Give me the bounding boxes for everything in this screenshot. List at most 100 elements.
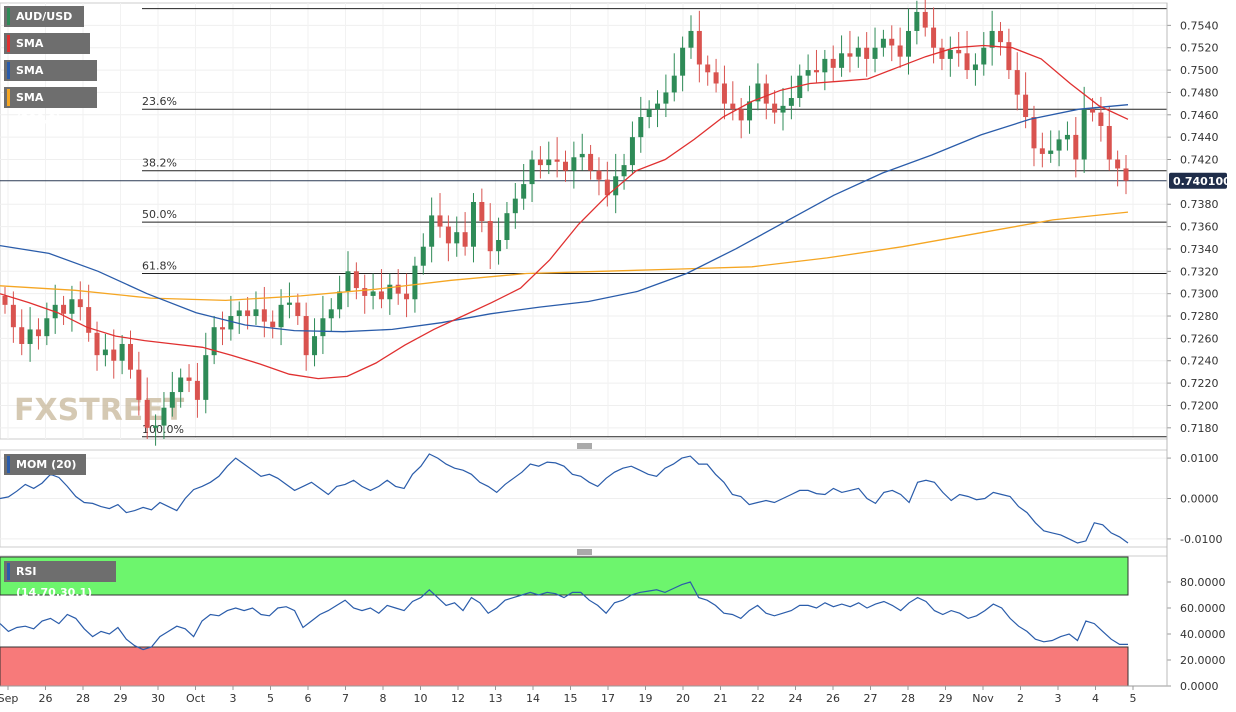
legend-label: MOM (20)	[16, 458, 77, 471]
main-y-tick-label: 0.7380	[1180, 198, 1219, 211]
candle-body	[1039, 148, 1045, 154]
legend-swatch	[7, 8, 10, 25]
candle-body	[805, 70, 811, 76]
candle-body	[395, 284, 401, 294]
candle-body	[931, 27, 937, 48]
main-y-tick-label: 0.7500	[1180, 64, 1219, 77]
candle-body	[571, 157, 577, 171]
x-tick-label: Sep	[0, 692, 18, 705]
legend-swatch	[7, 62, 10, 79]
candle-body	[554, 159, 560, 162]
candle-body	[102, 349, 108, 356]
candle-body	[1106, 125, 1112, 160]
candle-body	[956, 49, 962, 54]
candle-body	[445, 226, 451, 244]
candle-body	[721, 83, 727, 104]
candle-body	[295, 302, 301, 317]
candle-body	[512, 198, 518, 214]
candle-body	[337, 291, 343, 310]
x-tick-label: 22	[751, 692, 765, 705]
legend-sma200[interactable]: SMA (200,0)	[4, 87, 97, 125]
candle-body	[77, 299, 83, 308]
candle-body	[1098, 112, 1104, 126]
candle-body	[905, 30, 911, 57]
candle-body	[437, 215, 443, 227]
candle-body	[504, 213, 510, 241]
x-tick-label: Nov	[972, 692, 994, 705]
candle-body	[2, 295, 8, 305]
candle-body	[889, 38, 895, 46]
candle-body	[655, 103, 661, 110]
main-y-tick-label: 0.7340	[1180, 243, 1219, 256]
x-tick-label: 6	[305, 692, 312, 705]
candle-body	[671, 75, 677, 93]
candle-body	[897, 45, 903, 57]
legend-aud-usd[interactable]: AUD/USD	[4, 6, 84, 27]
candle-body	[755, 83, 761, 102]
candle-body	[144, 399, 150, 428]
candle-body	[412, 265, 418, 300]
legend-label: SMA (200,0)	[16, 91, 61, 125]
candle-body	[253, 309, 259, 317]
x-tick-label: 26	[39, 692, 53, 705]
fib-label: 23.6%	[142, 95, 177, 108]
mom-y-tick-label: -0.0100	[1180, 533, 1222, 546]
legend-rsi[interactable]: RSI (14,70,30,1)	[4, 561, 116, 599]
candle-body	[136, 369, 142, 400]
candle-body	[387, 284, 393, 300]
candle-body	[788, 98, 794, 106]
rsi-y-tick-label: 20.0000	[1180, 654, 1226, 667]
candle-body	[989, 30, 995, 48]
candle-body	[797, 75, 803, 99]
candle-body	[1031, 117, 1037, 149]
candle-body	[747, 101, 753, 121]
candle-body	[420, 246, 426, 266]
legend-swatch	[7, 35, 10, 52]
candle-body	[479, 201, 485, 221]
candle-body	[546, 159, 552, 166]
x-tick-label: 4	[1092, 692, 1099, 705]
legend-sma100[interactable]: SMA (100,0)	[4, 60, 97, 98]
candle-body	[378, 291, 384, 300]
candle-body	[972, 64, 978, 71]
candle-body	[855, 47, 861, 57]
candle-body	[278, 304, 284, 328]
candle-body	[161, 407, 167, 426]
main-y-tick-label: 0.7540	[1180, 19, 1219, 32]
x-tick-label: 21	[714, 692, 728, 705]
candle-body	[1056, 139, 1062, 151]
main-y-tick-label: 0.7180	[1180, 422, 1219, 435]
candle-body	[688, 30, 694, 48]
candle-body	[621, 165, 627, 177]
candle-body	[646, 109, 652, 118]
candle-body	[211, 327, 217, 356]
fib-label: 38.2%	[142, 157, 177, 170]
candle-body	[638, 117, 644, 138]
rsi-y-tick-label: 80.0000	[1180, 576, 1226, 589]
legend-sma20[interactable]: SMA (20,0)	[4, 33, 90, 71]
main-y-tick-label: 0.7460	[1180, 109, 1219, 122]
candle-body	[738, 109, 744, 121]
candle-body	[127, 343, 133, 370]
candle-body	[839, 53, 845, 68]
x-tick-label: 12	[451, 692, 465, 705]
x-tick-label: 8	[380, 692, 387, 705]
x-tick-label: 28	[901, 692, 915, 705]
candle-body	[245, 310, 251, 317]
main-y-tick-label: 0.7300	[1180, 288, 1219, 301]
main-y-tick-label: 0.7360	[1180, 221, 1219, 234]
candle-body	[236, 310, 242, 317]
rsi-oversold-zone	[0, 646, 1129, 687]
candle-body	[320, 318, 326, 337]
current-price-badge	[1169, 172, 1227, 189]
x-tick-label: 5	[1130, 692, 1137, 705]
candle-body	[521, 184, 527, 199]
legend-mom[interactable]: MOM (20)	[4, 454, 86, 475]
fxstreet-watermark: FXSTREET	[14, 393, 185, 428]
x-tick-label: 3	[1055, 692, 1062, 705]
candle-body	[579, 153, 585, 158]
candle-body	[939, 47, 945, 59]
fib-label: 100.0%	[142, 423, 184, 436]
candle-body	[981, 47, 987, 65]
